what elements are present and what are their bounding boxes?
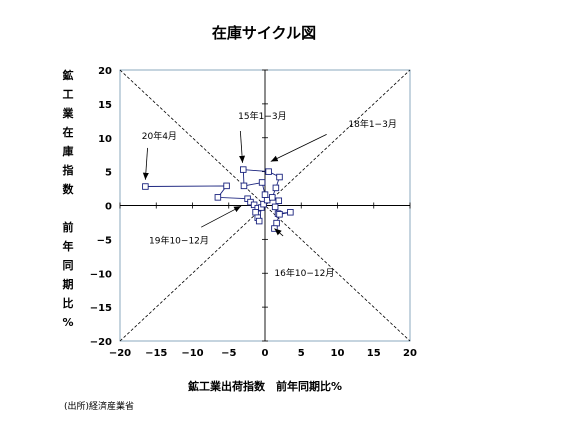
source-note: (出所)経済産業省 [64, 400, 134, 412]
data-point [265, 168, 272, 175]
data-point [214, 194, 222, 201]
y-label-char: 業 [62, 106, 75, 120]
annotation-label: 18年1−3月 [348, 118, 396, 130]
data-point [273, 219, 280, 227]
x-tick-label: −5 [221, 348, 236, 359]
annotation-label: 20年4月 [142, 130, 177, 142]
diagonal-line [119, 69, 411, 342]
data-point [276, 173, 283, 181]
y-label-char: 数 [63, 182, 75, 196]
y-label-char: 年 [63, 239, 74, 253]
data-point [239, 166, 247, 173]
annotation-arrow [239, 130, 246, 163]
annotations: 20年4月 15年1−3月 18年1−3月 19年10−12月 16年10−12月 [142, 110, 397, 279]
x-tick-label: 10 [331, 348, 345, 359]
data-point [250, 201, 258, 209]
x-axis-label: 鉱工業出荷指数 前年同期比% [188, 379, 342, 393]
data-point [252, 209, 259, 216]
annotation-label: 16年10−12月 [274, 267, 334, 279]
reference-diagonals [119, 69, 411, 342]
data-point [260, 200, 267, 208]
annotation-arrow [274, 228, 284, 237]
data-point [271, 203, 279, 211]
annotation-label: 15年1−3月 [238, 110, 286, 122]
data-point [275, 197, 283, 205]
y-label-char: 同 [63, 259, 74, 272]
data-point [276, 211, 283, 218]
diagonal-line [119, 69, 411, 342]
y-label-char: 工 [63, 88, 74, 101]
annotation-label: 19年10−12月 [149, 234, 209, 246]
series-layer [142, 166, 294, 232]
data-point [261, 191, 269, 198]
y-axis-ticks: 20 15 10 5 0 −5 −10 −15 −20 [90, 66, 268, 348]
chart-title: 在庫サイクル図 [212, 24, 316, 42]
data-point [287, 209, 294, 216]
annotation-arrow [270, 134, 327, 162]
y-label-char: % [62, 316, 73, 329]
y-label-char: 期 [63, 277, 74, 291]
data-point [142, 183, 149, 190]
annotation-arrow [142, 147, 149, 180]
y-tick-label: −5 [97, 235, 112, 246]
y-label-char: 比 [63, 296, 74, 310]
y-tick-label: 15 [98, 100, 112, 111]
y-label-char: 指 [63, 163, 74, 177]
y-label-char: 前 [63, 220, 74, 234]
x-tick-label: −20 [109, 348, 131, 359]
y-tick-label: 10 [98, 134, 112, 145]
y-tick-label: 0 [105, 202, 112, 213]
y-tick-label: −20 [90, 337, 112, 348]
x-tick-label: 5 [298, 348, 305, 359]
x-tick-label: −15 [145, 348, 167, 359]
y-tick-label: −15 [90, 303, 112, 314]
data-point [223, 182, 230, 190]
data-point [255, 217, 263, 225]
data-point [240, 182, 248, 190]
x-tick-label: 0 [262, 348, 269, 359]
x-axis-ticks: −20 −15 −10 −5 0 5 10 15 20 [109, 202, 417, 359]
data-point [258, 179, 266, 186]
y-tick-label: −10 [90, 269, 112, 280]
data-point [272, 184, 280, 192]
data-point [269, 194, 276, 201]
y-tick-label: 20 [98, 66, 112, 77]
x-tick-label: −10 [181, 348, 203, 359]
x-tick-label: 20 [403, 348, 417, 359]
y-label-char: 鉱 [63, 68, 74, 82]
x-tick-label: 15 [367, 348, 381, 359]
y-label-char: 在 [63, 125, 74, 139]
y-label-char: 庫 [63, 144, 74, 158]
annotation-arrow [201, 205, 242, 228]
y-tick-label: 5 [105, 168, 112, 179]
